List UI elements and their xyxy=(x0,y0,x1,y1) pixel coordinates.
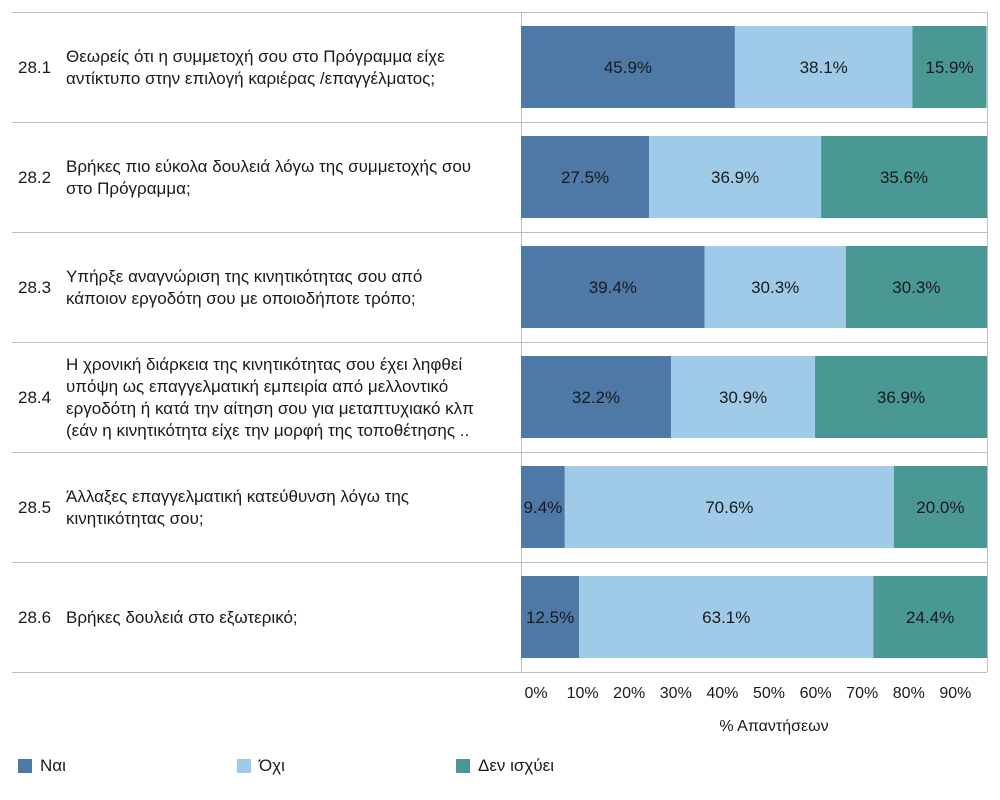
bar-value-label: 15.9% xyxy=(925,58,973,77)
bar-segment xyxy=(845,246,987,328)
x-tick-label: 90% xyxy=(939,685,971,702)
bar-segment xyxy=(912,26,987,108)
question-id: 28.3 xyxy=(18,278,51,297)
question-text-line: (εάν η κινητικότητα είχε την μορφή της τ… xyxy=(66,421,469,440)
bar-value-label: 27.5% xyxy=(561,168,609,187)
bar-value-label: 32.2% xyxy=(572,388,620,407)
x-tick-label: 70% xyxy=(846,685,878,702)
bar-value-label: 30.3% xyxy=(751,278,799,297)
stacked-bar-chart: 28.1 Θεωρείς ότι η συμμετοχή σου στο Πρόγ… xyxy=(12,12,988,735)
bar-segment xyxy=(734,26,913,108)
bar-value-label: 35.6% xyxy=(880,168,928,187)
question-id: 28.2 xyxy=(18,168,51,187)
bar-value-label: 70.6% xyxy=(705,498,753,517)
question-text-line: Βρήκες δουλειά στο εξωτερικό; xyxy=(66,608,298,627)
bar-segment xyxy=(579,576,874,658)
legend-item-not-applicable: Δεν ισχύει xyxy=(456,756,554,776)
legend-item-yes: Ναι xyxy=(18,756,66,776)
question-id: 28.5 xyxy=(18,498,51,517)
question-text-line: Υπήρξε αναγνώριση της κινητικότητας σου … xyxy=(66,267,422,286)
legend-swatch-yes xyxy=(18,759,32,773)
bar-segment xyxy=(521,246,705,328)
legend-swatch-not-applicable xyxy=(456,759,470,773)
bar-segment xyxy=(649,136,822,218)
bar-value-label: 36.9% xyxy=(711,168,759,187)
bar-value-label: 20.0% xyxy=(916,498,964,517)
x-axis-title: % Απαντήσεων xyxy=(719,718,828,735)
legend-label-yes: Ναι xyxy=(40,756,66,775)
bar-segment xyxy=(564,466,894,548)
bar-segment xyxy=(671,356,816,438)
legend: Ναι Όχι Δεν ισχύει xyxy=(0,756,1000,780)
bar-segment xyxy=(821,136,987,218)
question-text-line: εργοδότη ή κατά την αίτηση σου για μεταπ… xyxy=(66,399,474,418)
question-text-line: Η χρονική διάρκεια της κινητικότητας σου… xyxy=(66,355,462,374)
question-text-line: Βρήκες πιο εύκολα δουλειά λόγω της συμμε… xyxy=(66,157,471,176)
x-tick-label: 80% xyxy=(893,685,925,702)
bar-value-label: 9.4% xyxy=(524,498,563,517)
bar-value-label: 63.1% xyxy=(702,608,750,627)
x-tick-label: 0% xyxy=(524,685,547,702)
x-tick-label: 10% xyxy=(567,685,599,702)
question-id: 28.1 xyxy=(18,58,51,77)
legend-label-no: Όχι xyxy=(259,756,285,775)
question-id: 28.6 xyxy=(18,608,51,627)
x-tick-label: 40% xyxy=(706,685,738,702)
question-text-line: κινητικότητας σου; xyxy=(66,509,204,528)
bar-segment xyxy=(521,576,580,658)
bar-segment xyxy=(815,356,987,438)
question-text-line: αντίκτυπο στην επιλογή καριέρας /επαγγέλ… xyxy=(66,69,435,88)
bar-segment xyxy=(521,466,565,548)
x-tick-label: 60% xyxy=(800,685,832,702)
bar-value-label: 38.1% xyxy=(800,58,848,77)
bar-segment xyxy=(704,246,846,328)
question-id: 28.4 xyxy=(18,388,51,407)
question-text-line: υπόψη ως επαγγελματική εμπειρία από μελλ… xyxy=(66,377,448,396)
bar-value-label: 39.4% xyxy=(589,278,637,297)
legend-swatch-no xyxy=(237,759,251,773)
x-tick-label: 20% xyxy=(613,685,645,702)
bar-value-label: 45.9% xyxy=(604,58,652,77)
legend-item-no: Όχι xyxy=(237,756,285,776)
bar-segment xyxy=(521,26,735,108)
question-text-line: στο Πρόγραμμα; xyxy=(66,179,191,198)
question-text-line: Άλλαξες επαγγελματική κατεύθυνση λόγω τη… xyxy=(66,487,409,506)
bar-segment xyxy=(893,466,987,548)
bar-segment xyxy=(521,356,672,438)
question-text-line: κάποιον εργοδότη σου με οποιοδήποτε τρόπ… xyxy=(66,289,416,308)
bar-segment xyxy=(873,576,987,658)
bar-value-label: 36.9% xyxy=(877,388,925,407)
bar-value-label: 30.3% xyxy=(892,278,940,297)
legend-label-not-applicable: Δεν ισχύει xyxy=(478,756,555,775)
x-tick-label: 50% xyxy=(753,685,785,702)
x-tick-label: 30% xyxy=(660,685,692,702)
bar-value-label: 12.5% xyxy=(526,608,574,627)
bar-value-label: 24.4% xyxy=(906,608,954,627)
question-text-line: Θεωρείς ότι η συμμετοχή σου στο Πρόγραμμ… xyxy=(66,47,445,66)
bar-segment xyxy=(521,136,650,218)
bar-value-label: 30.9% xyxy=(719,388,767,407)
